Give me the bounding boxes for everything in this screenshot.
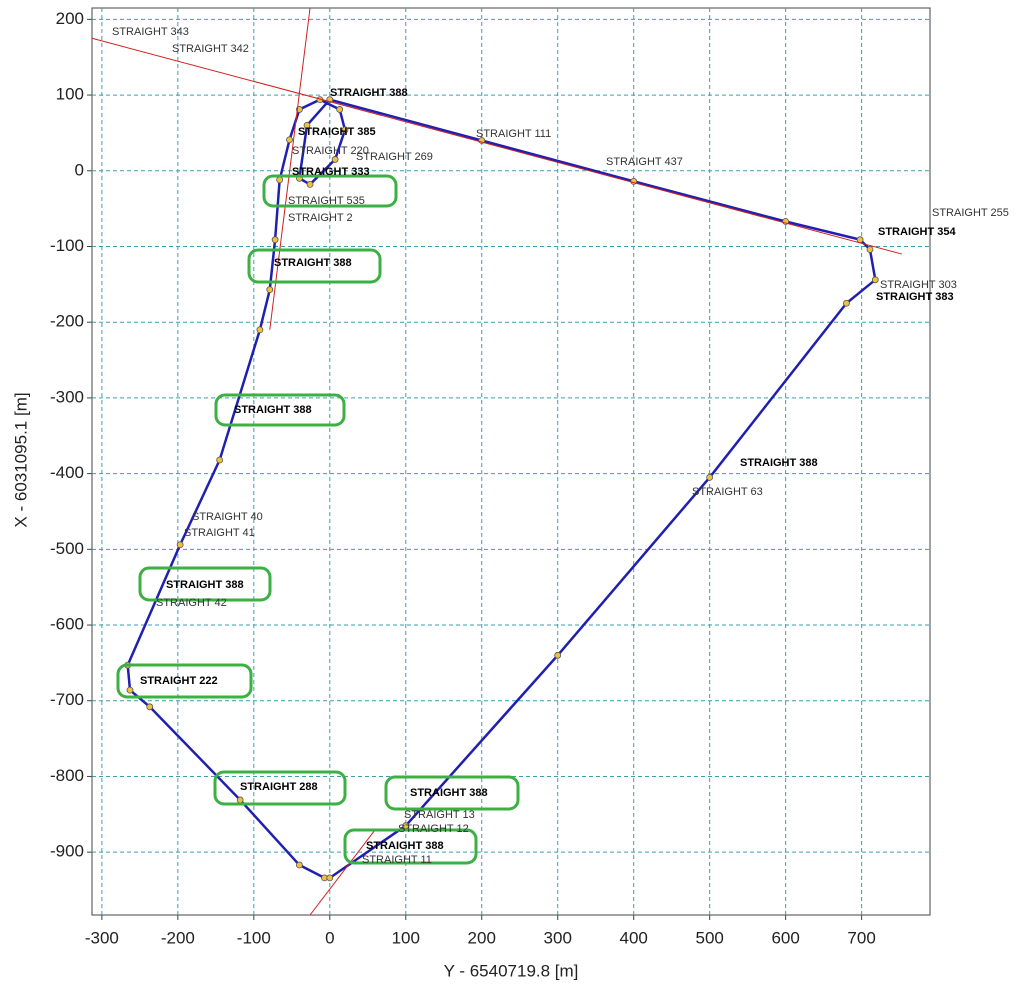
y-tick-label: -500 xyxy=(50,539,84,558)
highlight-box xyxy=(343,828,478,865)
track-point xyxy=(871,276,879,284)
track-point xyxy=(326,874,334,882)
annotation: STRAIGHT 535 xyxy=(288,195,365,207)
track-point xyxy=(256,326,264,334)
x-tick-label: 300 xyxy=(544,928,572,947)
annotation: STRAIGHT 2 xyxy=(288,212,353,224)
annotation: STRAIGHT 222 xyxy=(140,675,218,687)
track-point xyxy=(331,156,339,163)
annotation: STRAIGHT 343 xyxy=(112,26,189,38)
annotation: STRAIGHT 40 xyxy=(192,511,263,523)
annotation: STRAIGHT 42 xyxy=(156,597,227,609)
track-point xyxy=(126,686,134,694)
track-point xyxy=(146,703,154,711)
x-tick-label: 0 xyxy=(325,928,334,947)
annotation: STRAIGHT 388 xyxy=(330,87,408,99)
x-tick-label: 400 xyxy=(620,928,648,947)
annotation: STRAIGHT 383 xyxy=(876,291,954,303)
annotation: STRAIGHT 12 xyxy=(398,823,469,835)
x-tick-label: 700 xyxy=(847,928,875,947)
annotation: STRAIGHT 220 xyxy=(292,145,369,157)
annotation: STRAIGHT 13 xyxy=(404,809,475,821)
annotation: STRAIGHT 111 xyxy=(476,128,551,140)
track-point xyxy=(176,541,184,549)
track-point xyxy=(856,236,864,244)
y-tick-label: 100 xyxy=(56,85,84,104)
y-tick-label: -800 xyxy=(50,766,84,785)
y-tick-label: -400 xyxy=(50,463,84,482)
guide-line xyxy=(269,7,311,330)
y-tick-label: -700 xyxy=(50,690,84,709)
y-tick-label: -600 xyxy=(50,615,84,634)
annotation: STRAIGHT 288 xyxy=(240,781,318,793)
annotation: STRAIGHT 388 xyxy=(274,257,352,269)
annotation: STRAIGHT 11 xyxy=(362,854,432,866)
x-tick-label: -200 xyxy=(161,928,195,947)
annotation: STRAIGHT 333 xyxy=(292,166,370,178)
track-point xyxy=(276,176,284,184)
guide-line xyxy=(309,829,376,916)
track-point xyxy=(706,473,714,481)
y-tick-label: -900 xyxy=(50,842,84,861)
highlight-box xyxy=(116,663,253,699)
annotation: STRAIGHT 303 xyxy=(880,279,957,291)
annotation: STRAIGHT 437 xyxy=(606,156,683,168)
y-axis-label: X - 6031095.1 [m] xyxy=(11,392,30,527)
annotation: STRAIGHT 385 xyxy=(298,126,376,138)
y-tick-label: 200 xyxy=(56,9,84,28)
x-tick-label: 500 xyxy=(695,928,723,947)
annotation: STRAIGHT 388 xyxy=(166,579,244,591)
highlight-box xyxy=(214,393,346,427)
annotation: STRAIGHT 342 xyxy=(172,43,249,55)
track-point xyxy=(303,121,311,129)
annotation: STRAIGHT 354 xyxy=(878,226,957,238)
track-point xyxy=(843,299,850,307)
highlight-box xyxy=(213,770,347,806)
annotation: STRAIGHT 388 xyxy=(366,840,444,852)
annotation: STRAIGHT 41 xyxy=(184,527,255,539)
x-tick-label: -300 xyxy=(85,928,119,947)
track-point xyxy=(554,651,562,659)
annotation: STRAIGHT 63 xyxy=(692,486,763,498)
annotation: STRAIGHT 388 xyxy=(740,457,818,469)
track-point xyxy=(306,181,314,188)
track-point xyxy=(296,861,303,869)
x-axis-label: Y - 6540719.8 [m] xyxy=(444,961,579,980)
x-tick-label: 600 xyxy=(771,928,799,947)
track-point xyxy=(286,136,293,144)
highlight-box xyxy=(138,566,272,602)
x-tick-label: 100 xyxy=(392,928,420,947)
y-tick-label: -200 xyxy=(50,312,84,331)
track-point xyxy=(341,126,349,134)
annotation: STRAIGHT 255 xyxy=(932,207,1009,219)
annotation: STRAIGHT 269 xyxy=(356,151,433,163)
y-tick-label: -100 xyxy=(50,236,84,255)
x-tick-label: -100 xyxy=(237,928,271,947)
track-point xyxy=(866,246,874,253)
highlight-box xyxy=(247,248,382,284)
track-point xyxy=(216,456,224,464)
track-point xyxy=(271,236,279,244)
y-tick-label: 0 xyxy=(75,160,84,179)
track-point xyxy=(236,796,244,804)
x-tick-label: 200 xyxy=(468,928,496,947)
track-line xyxy=(126,98,877,880)
guide-line xyxy=(91,37,903,255)
y-tick-label: -300 xyxy=(50,387,84,406)
annotation: STRAIGHT 388 xyxy=(410,787,488,799)
track-point xyxy=(336,106,344,113)
plot-frame xyxy=(91,7,931,916)
annotation: STRAIGHT 388 xyxy=(234,404,312,416)
highlight-box xyxy=(262,174,398,208)
track-point xyxy=(266,286,274,294)
highlight-box xyxy=(384,775,520,811)
